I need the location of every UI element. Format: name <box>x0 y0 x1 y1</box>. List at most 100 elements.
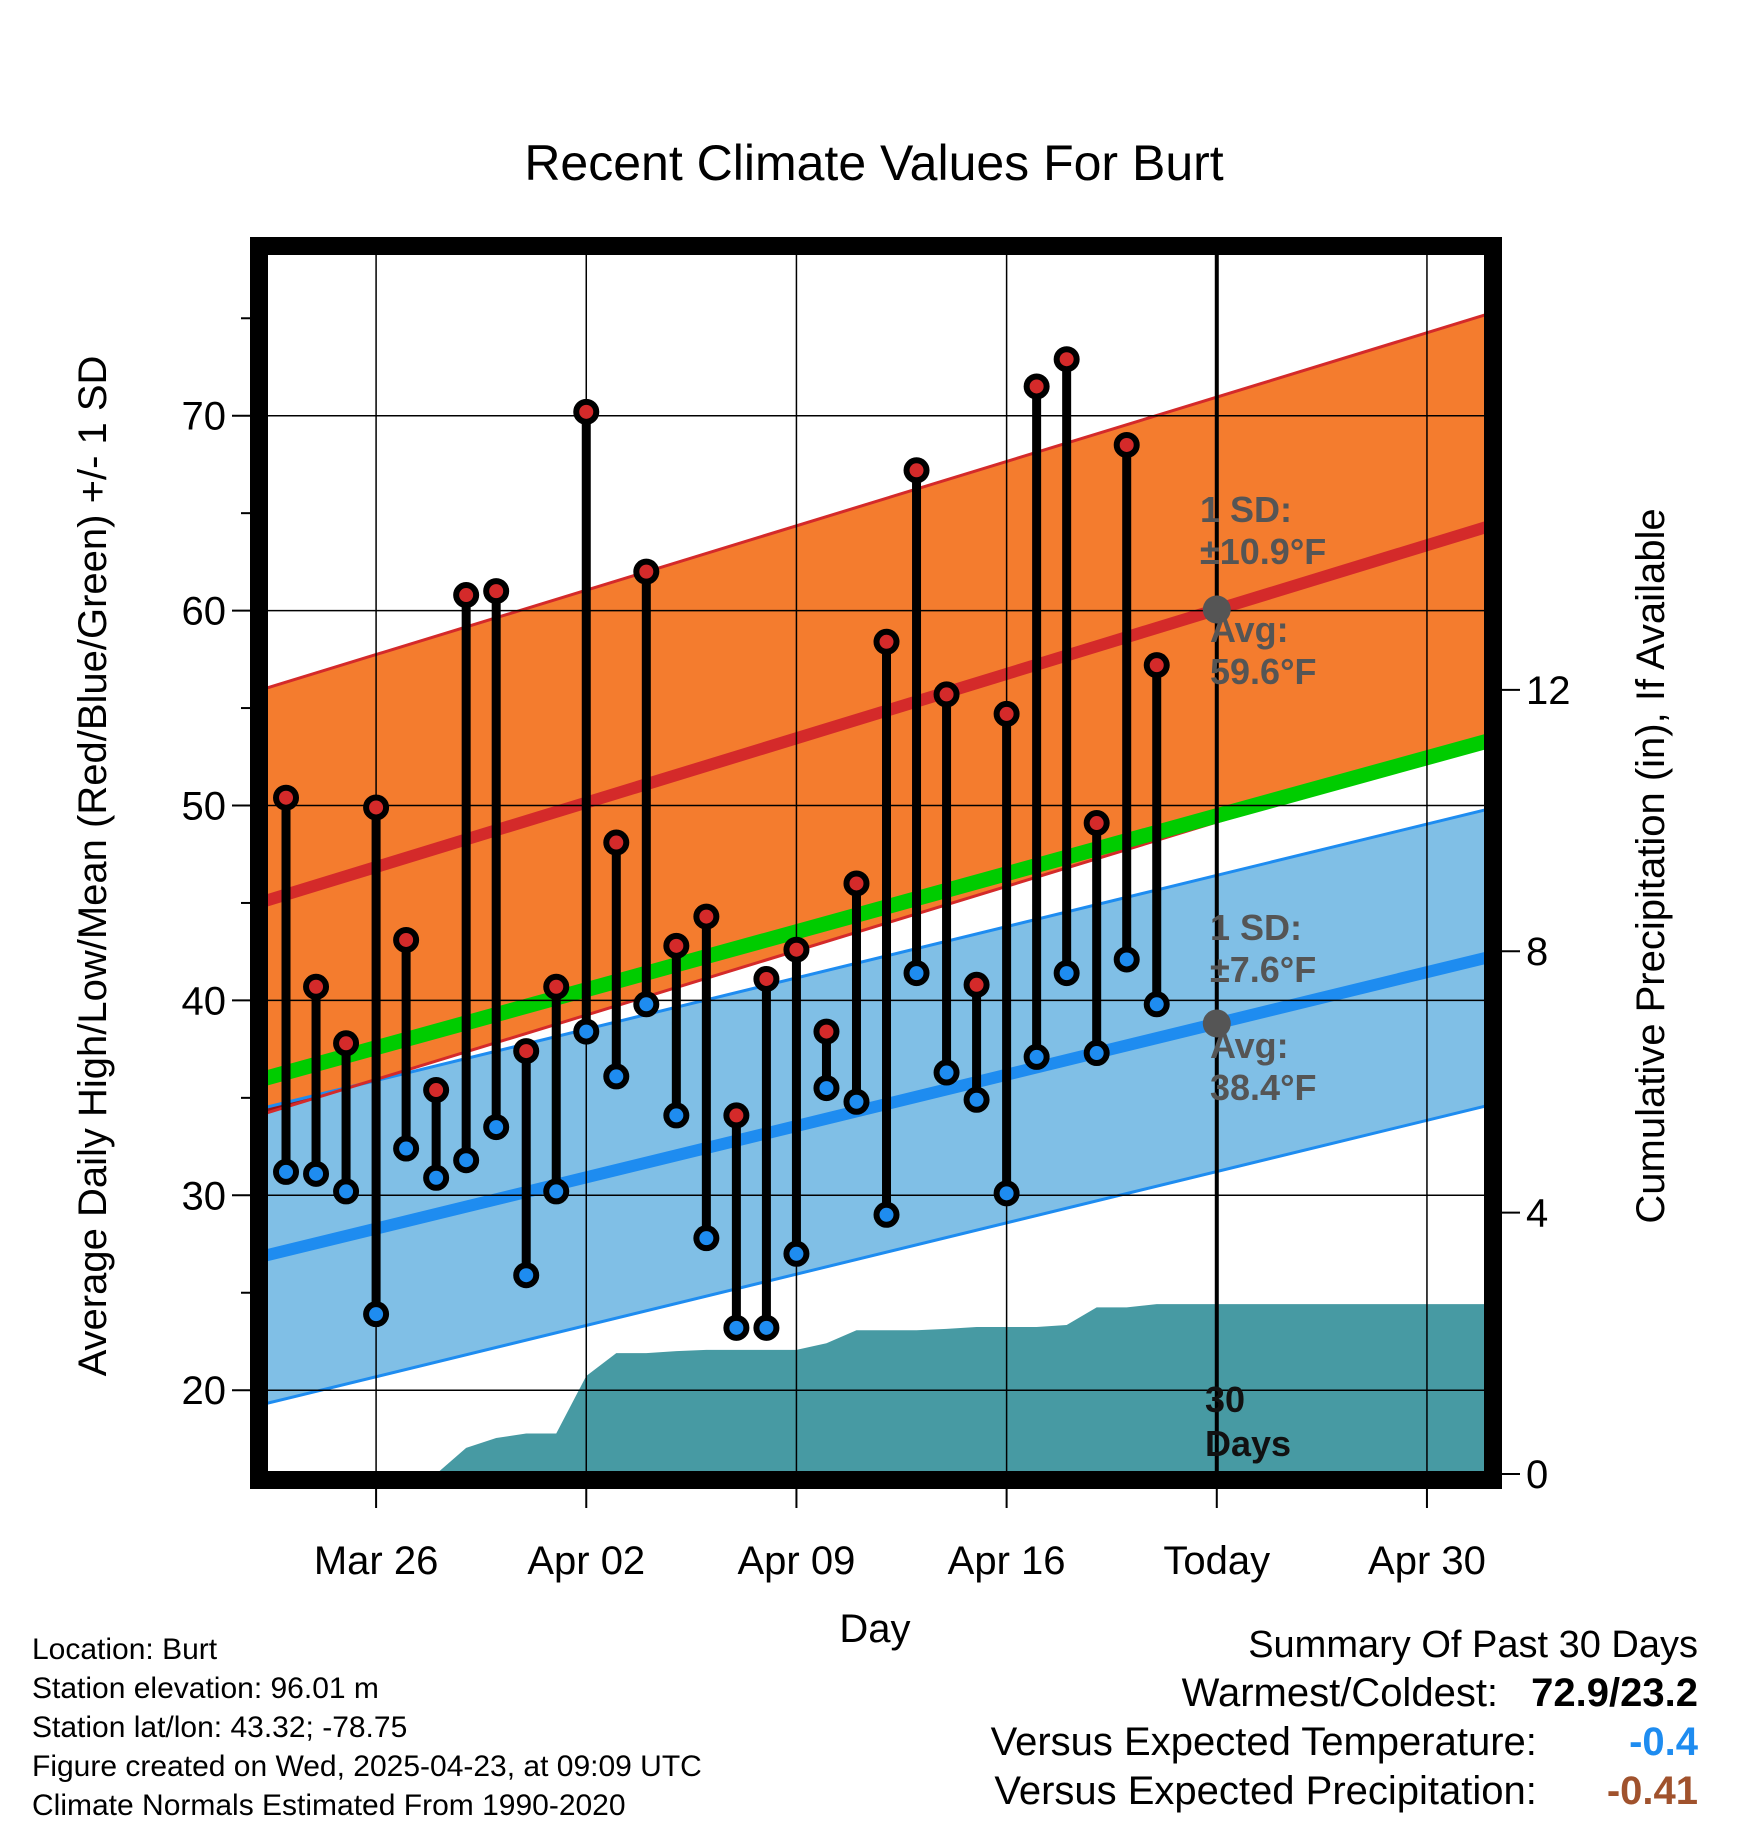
daily-low-point <box>1053 960 1080 987</box>
daily-low-point <box>393 1135 420 1162</box>
daily-high-point <box>1053 346 1080 373</box>
daily-low-point <box>573 1018 600 1045</box>
days-word: Days <box>1205 1423 1291 1464</box>
x-axis-label: Day <box>839 1607 910 1651</box>
daily-high-point <box>453 582 480 609</box>
daily-high-point <box>513 1038 540 1065</box>
summary-temp-label: Versus Expected Temperature: <box>990 1720 1537 1764</box>
info-location: Location: Burt <box>32 1633 218 1666</box>
info-normals: Climate Normals Estimated From 1990-2020 <box>32 1789 626 1822</box>
y-tick-label: 50 <box>182 785 227 829</box>
daily-low-point <box>753 1314 780 1341</box>
daily-high-point <box>1113 431 1140 458</box>
y-tick-label: 40 <box>182 979 227 1023</box>
daily-low-point <box>663 1102 690 1129</box>
daily-high-point <box>633 558 660 585</box>
summary-panel: Summary Of Past 30 Days Warmest/Coldest:… <box>991 1622 1698 1816</box>
daily-low-point <box>273 1158 300 1185</box>
x-tick-label: Mar 26 <box>314 1539 439 1583</box>
y-tick-label: 60 <box>182 590 227 634</box>
daily-high-point <box>543 973 570 1000</box>
daily-high-point <box>843 870 870 897</box>
daily-low-point <box>993 1180 1020 1207</box>
y-tick-label: 70 <box>182 395 227 439</box>
daily-high-point <box>993 700 1020 727</box>
daily-high-point <box>333 1030 360 1057</box>
daily-high-point <box>933 681 960 708</box>
summary-temp-row: Versus Expected Temperature: -0.4 <box>991 1718 1698 1767</box>
daily-low-point <box>513 1262 540 1289</box>
days-annotation: 30 Days <box>1205 1379 1291 1464</box>
daily-high-point <box>423 1077 450 1104</box>
station-info: Location: Burt Station elevation: 96.01 … <box>32 1630 702 1825</box>
daily-high-point <box>903 457 930 484</box>
daily-low-point <box>963 1086 990 1113</box>
high-sd-value: ±10.9°F <box>1200 531 1326 572</box>
summary-temp-value: -0.4 <box>1629 1720 1698 1764</box>
today-low-normal-marker <box>1202 1009 1231 1038</box>
daily-low-point <box>1023 1043 1050 1070</box>
daily-high-point <box>723 1102 750 1129</box>
daily-low-point <box>333 1178 360 1205</box>
daily-high-point <box>1143 652 1170 679</box>
daily-high-point <box>1083 810 1110 837</box>
daily-low-point <box>783 1240 810 1267</box>
high-avg-value: 59.6°F <box>1210 651 1316 692</box>
daily-low-point <box>1083 1040 1110 1067</box>
daily-low-point <box>603 1063 630 1090</box>
y2-tick-label: 4 <box>1526 1192 1548 1236</box>
high-avg-label: Avg: <box>1210 609 1289 650</box>
high-annotation: 1 SD: ±10.9°F Avg: 59.6°F <box>1200 489 1326 692</box>
info-latlon: Station lat/lon: 43.32; -78.75 <box>32 1711 408 1744</box>
daily-low-point <box>303 1160 330 1187</box>
daily-low-point <box>933 1059 960 1086</box>
info-created: Figure created on Wed, 2025-04-23, at 09… <box>32 1750 702 1783</box>
daily-high-point <box>693 903 720 930</box>
summary-warmest-value: 72.9/23.2 <box>1531 1671 1698 1715</box>
daily-low-point <box>813 1075 840 1102</box>
low-avg-value: 38.4°F <box>1210 1067 1316 1108</box>
daily-low-point <box>423 1164 450 1191</box>
summary-title: Summary Of Past 30 Days <box>1248 1624 1698 1666</box>
low-band-lower-edge <box>265 1104 1487 1406</box>
info-elevation: Station elevation: 96.01 m <box>32 1672 379 1705</box>
low-sd-value: ±7.6°F <box>1210 949 1316 990</box>
summary-precip-label: Versus Expected Precipitation: <box>994 1769 1537 1813</box>
daily-high-point <box>873 628 900 655</box>
daily-low-point <box>693 1225 720 1252</box>
daily-high-point <box>1023 373 1050 400</box>
daily-high-point <box>813 1018 840 1045</box>
daily-high-point <box>783 936 810 963</box>
summary-warmest-row: Warmest/Coldest: 72.9/23.2 <box>991 1669 1698 1718</box>
daily-low-point <box>873 1201 900 1228</box>
x-tick-label: Apr 02 <box>527 1539 645 1583</box>
daily-low-point <box>723 1314 750 1341</box>
daily-low-point <box>1143 991 1170 1018</box>
low-avg-label: Avg: <box>1210 1025 1289 1066</box>
daily-low-point <box>903 960 930 987</box>
daily-high-point <box>483 578 510 605</box>
y-tick-label: 20 <box>182 1369 227 1413</box>
today-high-normal-marker <box>1202 595 1231 624</box>
x-tick-label: Apr 09 <box>738 1539 856 1583</box>
daily-high-point <box>663 932 690 959</box>
daily-low-point <box>543 1178 570 1205</box>
plot-frame <box>250 237 1502 1489</box>
daily-high-point <box>273 784 300 811</box>
summary-precip-row: Versus Expected Precipitation: -0.41 <box>991 1767 1698 1816</box>
y-tick-label: 30 <box>182 1174 227 1218</box>
daily-low-point <box>483 1114 510 1141</box>
y-axis-label: Average Daily High/Low/Mean (Red/Blue/Gr… <box>71 356 115 1377</box>
y2-tick-label: 8 <box>1526 930 1548 974</box>
summary-precip-value: -0.41 <box>1606 1769 1698 1813</box>
daily-high-point <box>573 398 600 425</box>
y2-tick-label: 0 <box>1526 1453 1548 1497</box>
daily-high-point <box>963 971 990 998</box>
x-tick-label: Apr 16 <box>948 1539 1066 1583</box>
low-annotation: 1 SD: ±7.6°F Avg: 38.4°F <box>1210 907 1316 1108</box>
daily-high-point <box>363 794 390 821</box>
daily-low-point <box>1113 946 1140 973</box>
x-tick-label: Apr 30 <box>1368 1539 1486 1583</box>
daily-high-point <box>303 973 330 1000</box>
